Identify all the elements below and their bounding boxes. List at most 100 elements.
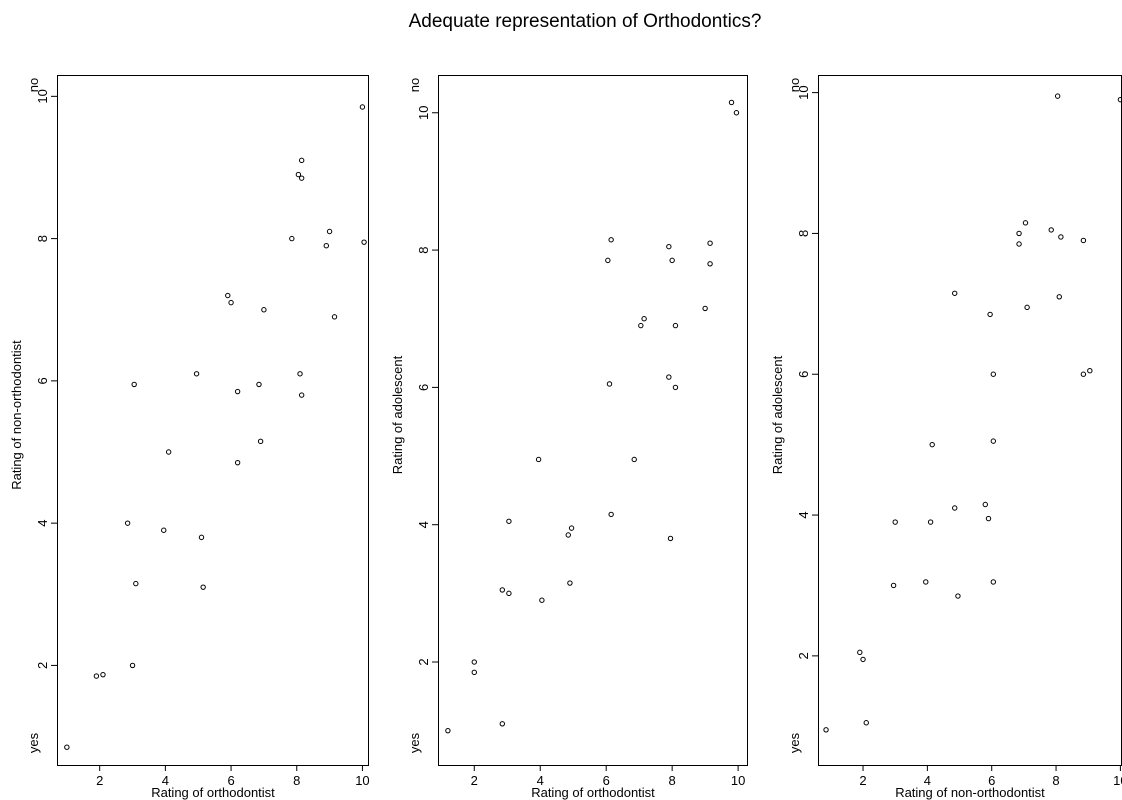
scatter-point	[129, 662, 136, 669]
scatter-point	[1087, 368, 1093, 374]
x-tick-label: 10	[731, 773, 745, 788]
scatter-point	[193, 371, 200, 377]
scatter-point	[892, 519, 898, 525]
y-tick-label: 10	[416, 106, 431, 120]
scatter-point	[927, 519, 934, 525]
y-tick-label: 6	[796, 371, 811, 378]
plot-frame	[57, 75, 369, 766]
scatter-point	[200, 584, 206, 590]
y-tick-label: 10	[796, 85, 811, 99]
scatter-point	[702, 305, 708, 312]
scatter-point	[133, 580, 139, 587]
scatter-point	[100, 671, 106, 678]
y-end-label-yes: yes	[787, 732, 802, 753]
scatter-point	[728, 99, 735, 106]
scatter-point	[669, 257, 675, 264]
scatter-panel-1: 2 4 6 8 10 2 4 6 8 10 yes no Rating of orthodontist R…	[9, 75, 370, 800]
scatter-point	[605, 257, 611, 264]
scatter-point	[124, 520, 131, 526]
x-axis-label: Rating of non-orthodontist	[895, 785, 1045, 800]
scatter-point	[638, 322, 644, 329]
y-tick-label: 4	[416, 521, 431, 528]
y-tick-label: 2	[416, 658, 431, 665]
y-end-label-yes: yes	[26, 732, 41, 753]
scatter-point	[331, 314, 338, 320]
scatter-point	[506, 590, 512, 597]
x-tick-label: 8	[1052, 773, 1059, 788]
y-tick-label: 8	[416, 246, 431, 253]
scatter-point	[323, 243, 330, 249]
scatter-point	[990, 438, 997, 444]
scatter-point	[228, 299, 234, 306]
scatter-point	[568, 525, 575, 531]
x-tick-label: 10	[355, 773, 369, 788]
scatter-point	[1016, 230, 1022, 237]
scatter-point	[955, 593, 961, 599]
x-tick-label: 2	[859, 773, 866, 788]
scatter-point	[131, 381, 137, 388]
x-tick-label: 4	[537, 773, 544, 788]
scatter-point	[666, 374, 672, 380]
scatter-point	[1056, 294, 1062, 300]
y-tick-label: 8	[796, 230, 811, 237]
scatter-point	[256, 381, 262, 388]
plot-frame	[818, 75, 1122, 766]
scatter-point	[863, 720, 869, 726]
x-axis-label: Rating of orthodontist	[151, 785, 275, 800]
y-tick-label: 6	[416, 384, 431, 391]
scatter-point	[923, 579, 929, 585]
scatter-point	[295, 171, 302, 178]
y-tick-label: 4	[35, 520, 50, 527]
x-tick-label: 4	[162, 773, 169, 788]
x-tick-label: 10	[1113, 773, 1122, 788]
scatter-point	[261, 307, 267, 313]
scatter-point	[860, 656, 866, 663]
scatter-point	[1117, 96, 1122, 103]
chart-title: Adequate representation of Orthodontics?	[409, 11, 762, 32]
scatter-point	[1058, 234, 1064, 240]
scatter-point	[499, 721, 506, 727]
scatter-point	[234, 459, 241, 466]
scatter-point	[1080, 371, 1087, 377]
scatter-point	[890, 582, 897, 589]
scatter-point	[326, 228, 333, 235]
scatter-panel-3: 2 4 6 8 10 2 4 6 8 10 yes no Rating of non-orthodont…	[770, 75, 1122, 800]
plot-frame	[438, 75, 748, 766]
y-tick-label: 2	[796, 652, 811, 659]
scatter-point	[198, 534, 205, 541]
scatter-point	[929, 441, 935, 448]
scatter-point	[672, 384, 679, 391]
x-tick-label: 8	[293, 773, 300, 788]
scatter-point	[985, 515, 992, 522]
y-end-label-yes: yes	[407, 732, 422, 753]
y-end-label-no: no	[787, 78, 802, 92]
scatter-point	[952, 505, 958, 511]
scatter-point	[641, 316, 647, 322]
scatter-point	[707, 240, 713, 246]
y-axis-label: Rating of adolescent	[770, 355, 785, 474]
scatter-point	[990, 579, 997, 585]
scatter-point	[298, 175, 305, 181]
scatter-point	[535, 456, 542, 463]
scatter-point	[857, 649, 863, 656]
y-tick-label: 10	[35, 89, 50, 103]
scatter-point	[1022, 220, 1029, 226]
y-tick-label: 2	[35, 662, 50, 669]
x-tick-label: 6	[988, 773, 995, 788]
x-tick-label: 8	[669, 773, 676, 788]
scatter-point	[1016, 241, 1022, 247]
scatter-point	[666, 243, 672, 250]
scatter-point	[987, 311, 993, 318]
scatter-point	[506, 518, 512, 524]
scatter-point	[1048, 227, 1054, 233]
scatter-point	[471, 659, 477, 665]
scatter-point	[64, 744, 70, 750]
x-tick-label: 2	[471, 773, 478, 788]
scatter-point	[298, 392, 305, 398]
x-tick-label: 2	[96, 773, 103, 788]
scatter-point	[257, 438, 264, 445]
scatter-point	[823, 727, 829, 733]
scatter-point	[608, 237, 614, 243]
scatter-panel-2: 2 4 6 8 10 2 4 6 8 10 yes no Rating of orthodontist R…	[390, 75, 748, 800]
